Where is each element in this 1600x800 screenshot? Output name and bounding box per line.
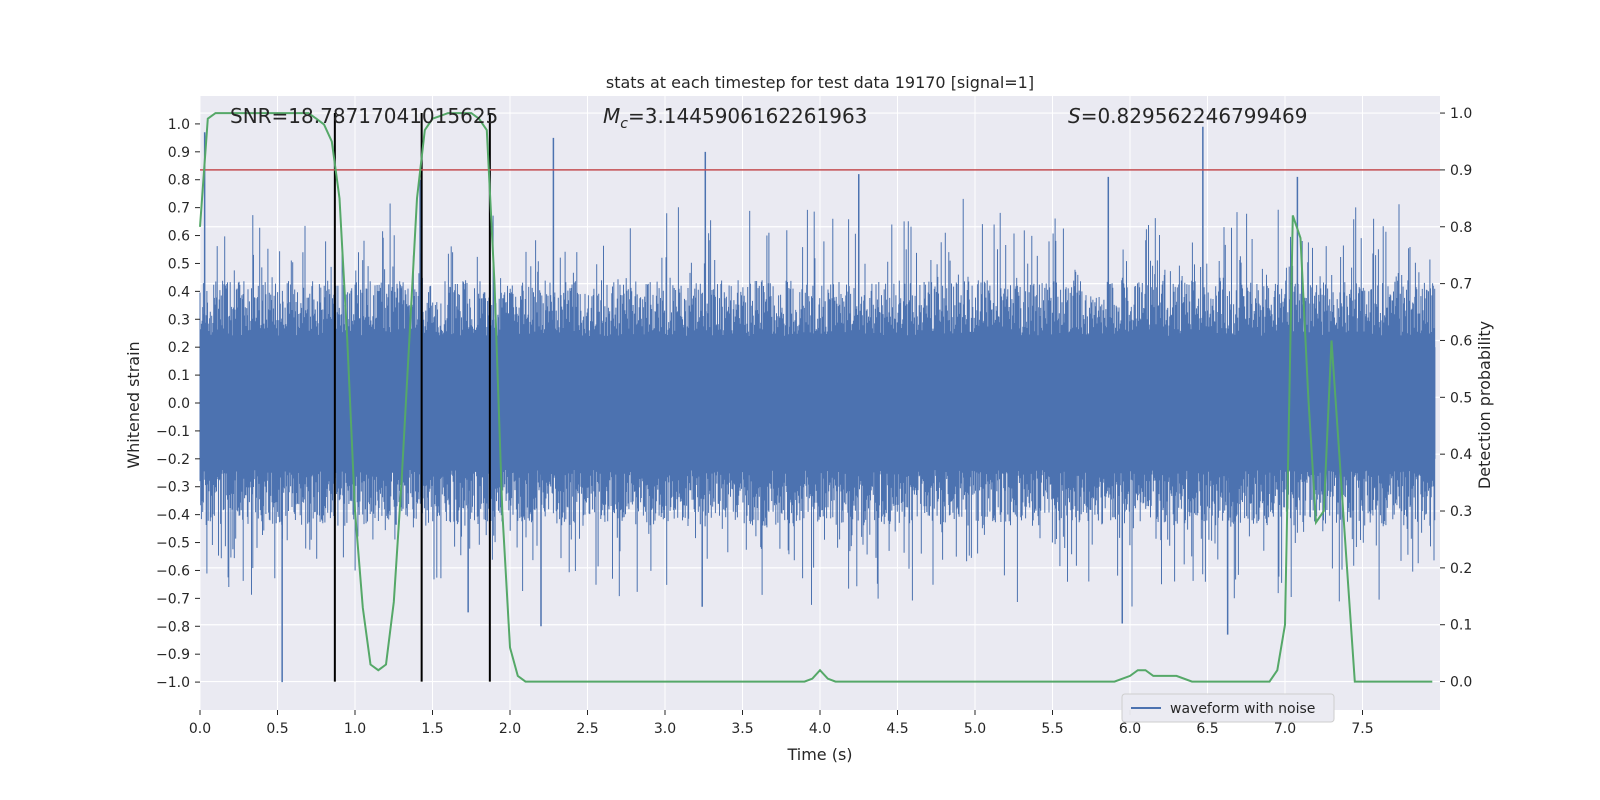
y-right-tick-label: 0.4	[1450, 447, 1472, 463]
y-tick-label: 1.0	[168, 117, 190, 133]
probability-series	[199, 112, 1433, 683]
s-annotation: S=0.829562246799469	[1068, 104, 1307, 128]
x-tick-label: 0.5	[266, 721, 288, 737]
legend: waveform with noise	[1121, 693, 1335, 723]
y-right-tick-label: 0.7	[1450, 277, 1472, 293]
x-ticks: 0.0 0.5 1.0 1.5 2.0 2.5 3.0 3.5 4.0 4.5 5.0 5.5 6.0 6…	[189, 710, 1374, 737]
snr-annotation: SNR=18.78717041015625	[230, 104, 498, 128]
y-tick-label: 0.2	[168, 340, 190, 356]
mc-symbol: M	[603, 104, 620, 128]
y-right-ticks: 1.0 0.9 0.8 0.7 0.6 0.5 0.4 0.3 0.2 0.1 0.0	[1440, 106, 1472, 691]
y-tick-label: −0.9	[156, 647, 190, 663]
x-tick-label: 1.0	[344, 721, 366, 737]
y-axis-label: Whitened strain	[124, 341, 143, 468]
y-right-tick-label: 0.6	[1450, 333, 1472, 349]
y-tick-label: −0.5	[156, 536, 190, 552]
x-tick-label: 5.0	[964, 721, 986, 737]
y-tick-label: −1.0	[156, 675, 190, 691]
y-right-tick-label: 0.5	[1450, 390, 1472, 406]
x-tick-label: 3.0	[654, 721, 676, 737]
y-tick-label: 0.4	[168, 284, 190, 300]
x-tick-label: 2.0	[499, 721, 521, 737]
x-tick-label: 0.0	[189, 721, 211, 737]
y-tick-label: 0.9	[168, 145, 190, 161]
y-tick-label: −0.6	[156, 563, 190, 579]
x-tick-label: 2.5	[576, 721, 598, 737]
y-ticks: 1.0 0.9 0.8 0.7 0.6 0.5 0.4 0.3 0.2 0.1 0.0 −0.1 −0.…	[156, 117, 200, 691]
y-right-tick-label: 0.1	[1450, 618, 1472, 634]
x-tick-label: 4.5	[886, 721, 908, 737]
y-tick-label: 0.6	[168, 229, 190, 245]
x-tick-label: 6.5	[1196, 721, 1218, 737]
y-tick-label: −0.4	[156, 508, 190, 524]
x-tick-label: 1.5	[421, 721, 443, 737]
x-tick-label: 4.0	[809, 721, 831, 737]
y-tick-label: 0.7	[168, 201, 190, 217]
y-right-tick-label: 0.2	[1450, 561, 1472, 577]
y-right-tick-label: 0.0	[1450, 675, 1472, 691]
legend-box	[1121, 693, 1335, 723]
y-tick-label: 0.8	[168, 173, 190, 189]
x-tick-label: 3.5	[731, 721, 753, 737]
x-axis-label: Time (s)	[786, 745, 852, 764]
y-tick-label: 0.0	[168, 396, 190, 412]
mc-subscript: c	[620, 116, 628, 132]
y-tick-label: −0.2	[156, 452, 190, 468]
y-tick-label: −0.3	[156, 480, 190, 496]
chart-title: stats at each timestep for test data 191…	[606, 73, 1034, 92]
y-tick-label: −0.1	[156, 424, 190, 440]
x-tick-label: 7.0	[1274, 721, 1296, 737]
x-tick-label: 5.5	[1041, 721, 1063, 737]
y-tick-label: −0.8	[156, 619, 190, 635]
y-right-tick-label: 0.8	[1450, 220, 1472, 236]
mc-value: =3.1445906162261963	[628, 104, 867, 128]
y-tick-label: 0.5	[168, 256, 190, 272]
y-tick-label: 0.1	[168, 368, 190, 384]
mc-annotation: Mc=3.1445906162261963	[603, 104, 867, 132]
x-tick-label: 7.5	[1351, 721, 1373, 737]
legend-label: waveform with noise	[1170, 701, 1315, 717]
y-right-tick-label: 0.9	[1450, 163, 1472, 179]
x-tick-label: 6.0	[1119, 721, 1141, 737]
y-right-tick-label: 0.3	[1450, 504, 1472, 520]
s-symbol: S	[1068, 104, 1081, 128]
y-right-tick-label: 1.0	[1450, 106, 1472, 122]
y-tick-label: −0.7	[156, 591, 190, 607]
y-right-axis-label: Detection probability	[1475, 321, 1494, 489]
s-value: =0.829562246799469	[1081, 104, 1308, 128]
y-tick-label: 0.3	[168, 312, 190, 328]
